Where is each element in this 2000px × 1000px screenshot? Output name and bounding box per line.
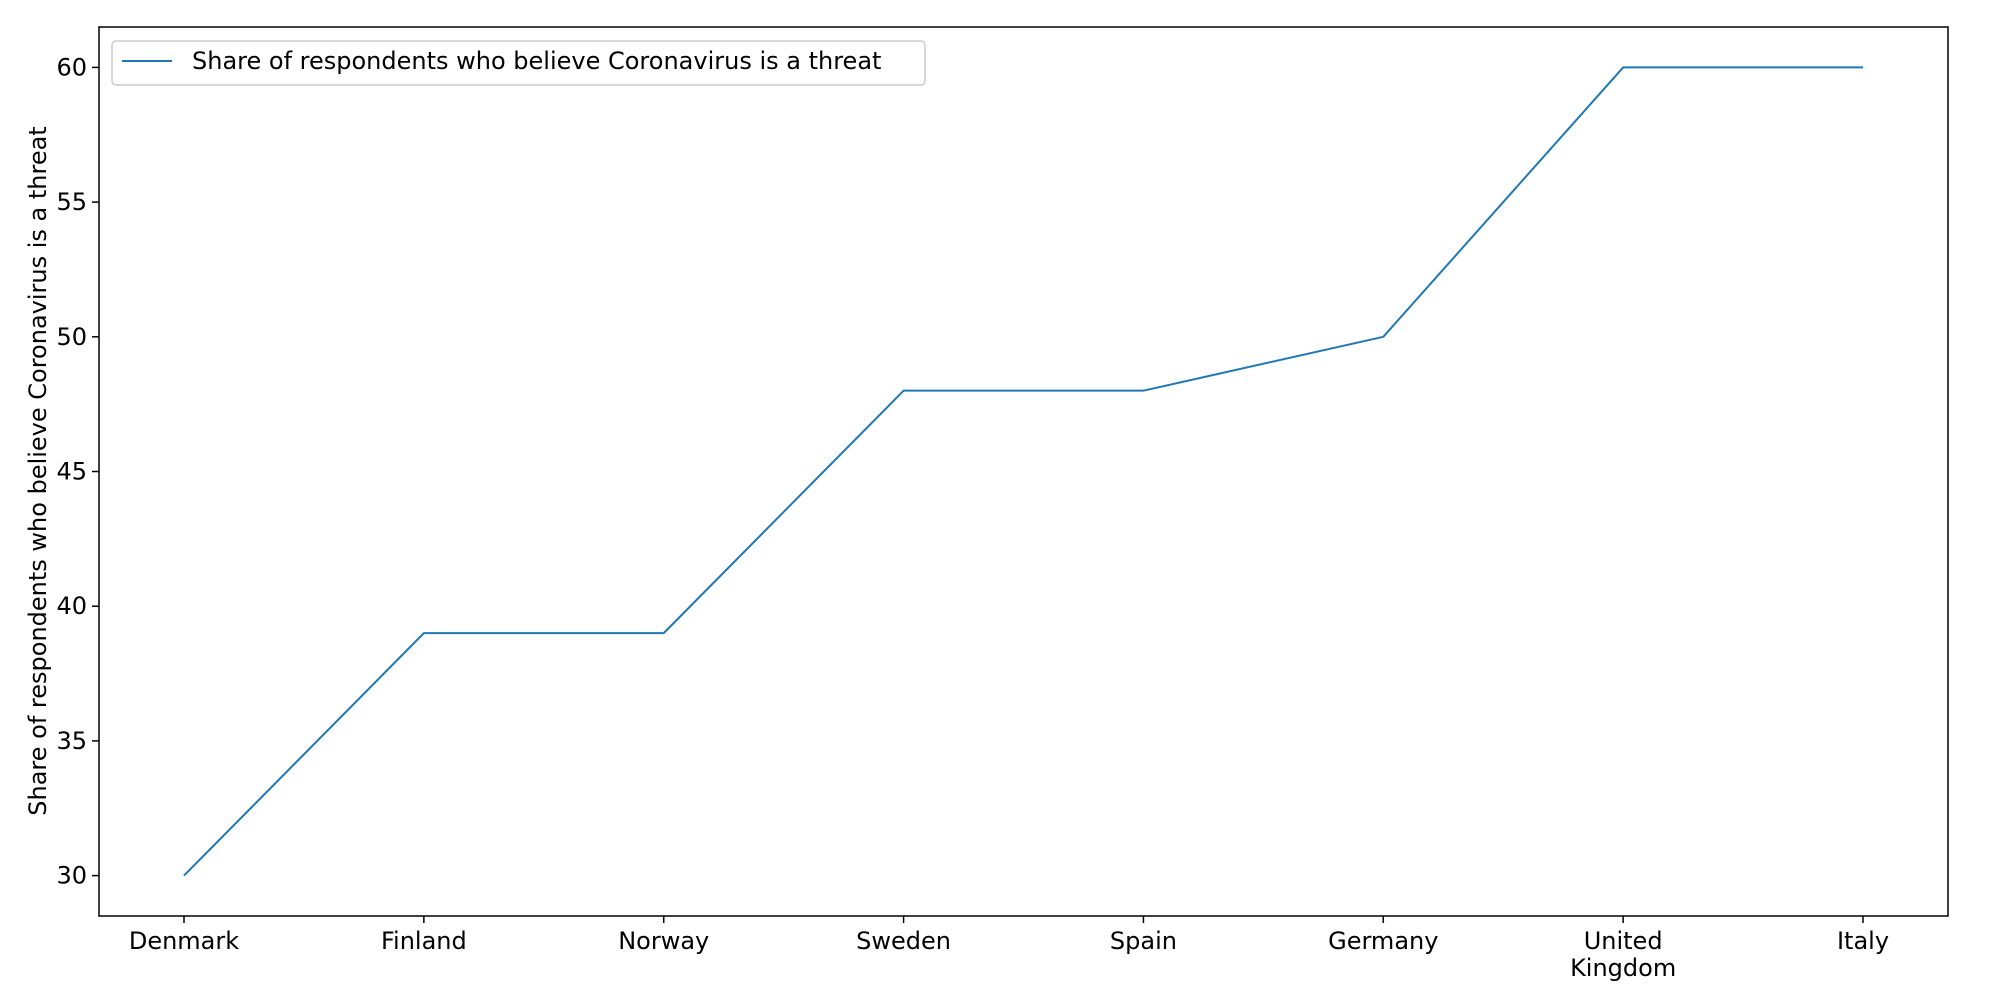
ticks-layer: 30 35 40 45 50 55 60 Denmark Finland Norway Sweden… (56, 53, 1889, 982)
y-tick-label: 55 (56, 188, 87, 216)
y-tick-label: 40 (56, 592, 87, 620)
y-tick-label: 50 (56, 323, 87, 351)
legend-frame (111, 40, 926, 86)
plot-frame (98, 26, 1949, 917)
y-tick-label: 60 (56, 53, 87, 81)
x-tick-label: Norway (618, 927, 709, 955)
series-line (183, 66, 1863, 877)
x-tick-label: Finland (381, 927, 467, 955)
legend: Share of respondents who believe Coronav… (111, 40, 926, 86)
series-layer (183, 66, 1864, 877)
x-tick-label: Denmark (129, 927, 239, 955)
x-tick-label: United Kingdom (1570, 927, 1676, 982)
legend-label: Share of respondents who believe Coronav… (192, 47, 881, 75)
x-tick-label: Sweden (856, 927, 951, 955)
x-tick-label: Spain (1110, 927, 1177, 955)
y-tick-label: 45 (56, 458, 87, 486)
x-tick-label: Germany (1328, 927, 1438, 955)
y-axis-label: Share of respondents who believe Coronav… (24, 126, 52, 815)
y-tick-label: 30 (56, 862, 87, 890)
x-tick-label: Italy (1837, 927, 1889, 955)
y-tick-label: 35 (56, 727, 87, 755)
